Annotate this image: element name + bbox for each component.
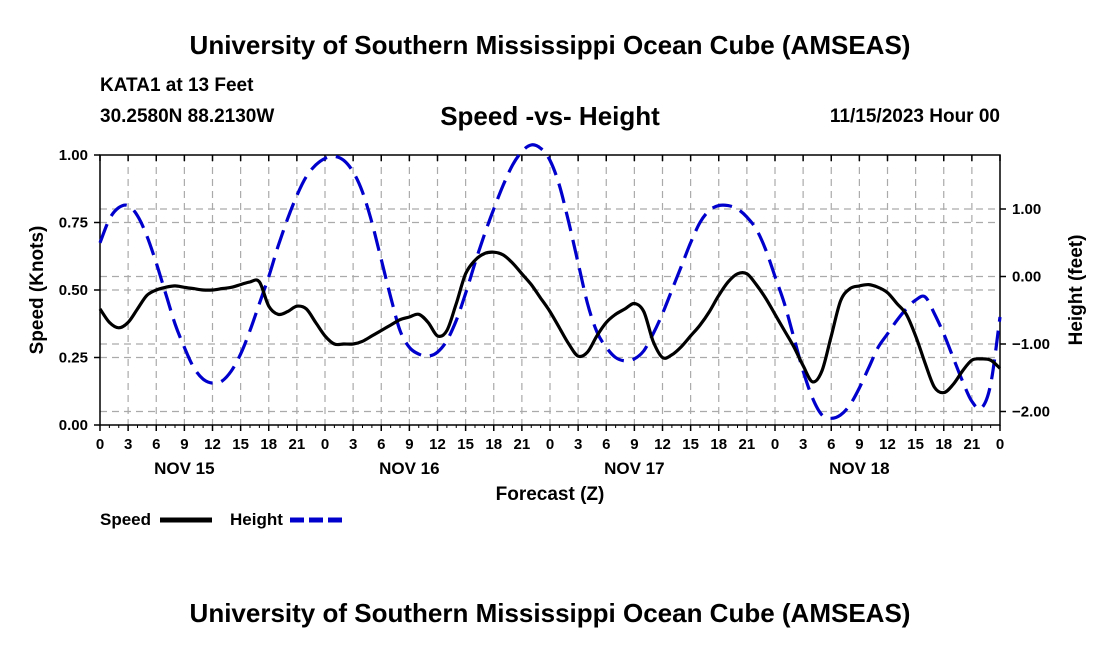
x-tick-label: 12 [879,436,896,453]
x-tick-label: 18 [485,436,502,453]
x-tick-label: 12 [204,436,221,453]
forecast-datetime: 11/15/2023 Hour 00 [829,106,1000,127]
x-tick-label: 3 [124,436,132,453]
x-day-label: NOV 18 [829,459,889,478]
x-tick-label: 0 [546,436,554,453]
x-tick-label: 0 [996,436,1004,453]
x-tick-label: 6 [602,436,610,453]
chart-subtitle: Speed -vs- Height [440,101,660,131]
x-day-label: NOV 15 [154,459,214,478]
y-tick-label: 0.00 [59,417,88,434]
x-tick-label: 6 [152,436,160,453]
x-tick-label: 12 [429,436,446,453]
x-tick-label: 6 [377,436,385,453]
y-axis-title: Speed (Knots) [27,226,48,355]
y-tick-label: 0.50 [59,282,88,299]
x-tick-label: 18 [710,436,727,453]
x-tick-label: 3 [799,436,807,453]
y-tick-label: 1.00 [59,147,88,164]
x-tick-label: 21 [289,436,306,453]
x-day-label: NOV 17 [604,459,664,478]
x-tick-label: 3 [349,436,357,453]
x-axis-title: Forecast (Z) [496,484,605,505]
y2-tick-label: 0.00 [1012,269,1041,286]
x-tick-label: 9 [630,436,638,453]
x-tick-label: 6 [827,436,835,453]
y2-tick-label: −1.00 [1012,336,1050,353]
x-tick-label: 9 [405,436,413,453]
chart-main-title: University of Southern Mississippi Ocean… [189,30,911,60]
y-tick-label: 0.25 [59,350,88,367]
series-line-height [98,143,1002,420]
y2-tick-label: −2.00 [1012,404,1050,421]
x-tick-label: 9 [855,436,863,453]
x-tick-label: 18 [260,436,277,453]
series-line-speed [98,250,1002,395]
station-label: KATA1 at 13 Feet [100,75,254,96]
legend-label-height: Height [230,510,283,529]
x-tick-label: 12 [654,436,671,453]
y-tick-label: 0.75 [59,215,88,232]
station-coordinates: 30.2580N 88.2130W [100,106,275,127]
x-tick-label: 9 [180,436,188,453]
x-tick-label: 0 [321,436,329,453]
x-tick-label: 0 [771,436,779,453]
x-tick-label: 3 [574,436,582,453]
x-tick-label: 0 [96,436,104,453]
x-tick-label: 15 [232,436,249,453]
x-tick-label: 15 [457,436,474,453]
x-tick-label: 21 [739,436,756,453]
x-tick-label: 15 [907,436,924,453]
y2-axis-title: Height (feet) [1066,235,1087,346]
footer-title: University of Southern Mississippi Ocean… [189,598,911,628]
x-tick-label: 18 [935,436,952,453]
legend-label-speed: Speed [100,510,151,529]
x-tick-label: 21 [514,436,531,453]
y2-tick-label: 1.00 [1012,201,1041,218]
x-tick-label: 21 [964,436,981,453]
x-day-label: NOV 16 [379,459,439,478]
x-tick-label: 15 [682,436,699,453]
